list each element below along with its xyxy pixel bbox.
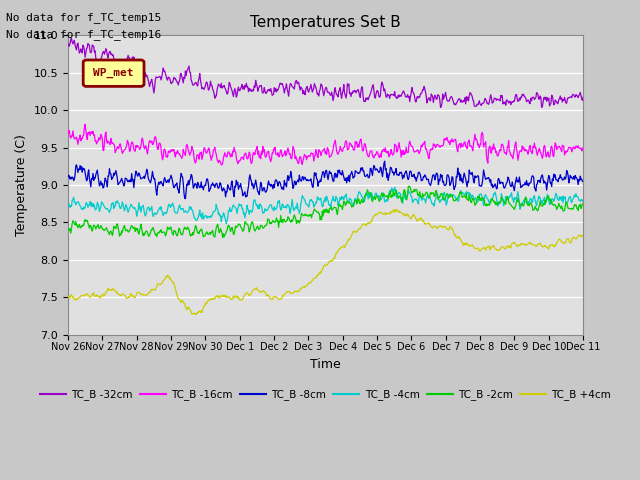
X-axis label: Time: Time bbox=[310, 358, 341, 371]
Text: No data for f_TC_temp15: No data for f_TC_temp15 bbox=[6, 12, 162, 23]
Legend: TC_B -32cm, TC_B -16cm, TC_B -8cm, TC_B -4cm, TC_B -2cm, TC_B +4cm: TC_B -32cm, TC_B -16cm, TC_B -8cm, TC_B … bbox=[36, 385, 616, 404]
Text: WP_met: WP_met bbox=[93, 68, 134, 78]
Y-axis label: Temperature (C): Temperature (C) bbox=[15, 134, 28, 236]
Text: No data for f_TC_temp16: No data for f_TC_temp16 bbox=[6, 29, 162, 40]
Title: Temperatures Set B: Temperatures Set B bbox=[250, 15, 401, 30]
